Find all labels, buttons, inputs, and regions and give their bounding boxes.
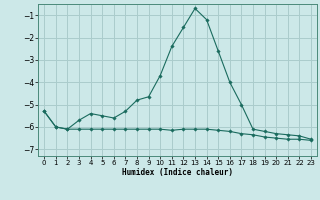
X-axis label: Humidex (Indice chaleur): Humidex (Indice chaleur) [122,168,233,177]
